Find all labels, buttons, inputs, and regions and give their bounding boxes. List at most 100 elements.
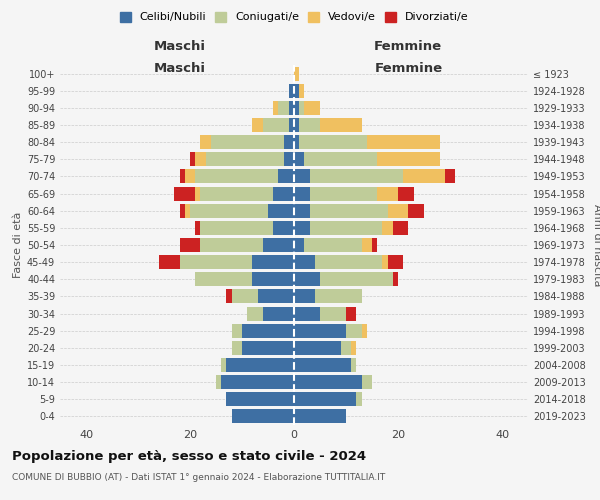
- Bar: [226, 392, 294, 406]
- Bar: [310, 221, 382, 235]
- Bar: [179, 170, 185, 183]
- Bar: [294, 306, 320, 320]
- Bar: [226, 358, 294, 372]
- Bar: [341, 341, 351, 355]
- Bar: [320, 272, 393, 286]
- Bar: [206, 152, 284, 166]
- Bar: [185, 170, 195, 183]
- Bar: [263, 238, 294, 252]
- Bar: [294, 221, 310, 235]
- Bar: [294, 341, 341, 355]
- Bar: [289, 84, 294, 98]
- Bar: [299, 135, 367, 149]
- Bar: [382, 255, 388, 269]
- Bar: [304, 152, 377, 166]
- Y-axis label: Fasce di età: Fasce di età: [13, 212, 23, 278]
- Text: Maschi: Maschi: [154, 62, 206, 74]
- Bar: [211, 135, 284, 149]
- Legend: Celibi/Nubili, Coniugati/e, Vedovi/e, Divorziati/e: Celibi/Nubili, Coniugati/e, Vedovi/e, Di…: [118, 10, 470, 24]
- Bar: [221, 375, 294, 389]
- Bar: [377, 186, 398, 200]
- Bar: [273, 186, 294, 200]
- Bar: [190, 152, 195, 166]
- Bar: [232, 290, 257, 304]
- Bar: [253, 272, 294, 286]
- Bar: [294, 358, 351, 372]
- Bar: [294, 101, 299, 115]
- Bar: [382, 221, 393, 235]
- Bar: [362, 375, 372, 389]
- Bar: [294, 410, 346, 424]
- Bar: [232, 324, 242, 338]
- Bar: [294, 84, 299, 98]
- Bar: [232, 341, 242, 355]
- Bar: [299, 84, 304, 98]
- Bar: [179, 255, 253, 269]
- Bar: [185, 204, 190, 218]
- Bar: [409, 204, 424, 218]
- Bar: [315, 255, 382, 269]
- Bar: [278, 101, 289, 115]
- Bar: [179, 238, 200, 252]
- Bar: [200, 221, 273, 235]
- Bar: [263, 306, 294, 320]
- Bar: [294, 204, 310, 218]
- Bar: [242, 324, 294, 338]
- Bar: [294, 392, 356, 406]
- Bar: [221, 358, 226, 372]
- Bar: [294, 375, 362, 389]
- Bar: [346, 324, 362, 338]
- Bar: [393, 221, 409, 235]
- Bar: [273, 221, 294, 235]
- Bar: [284, 135, 294, 149]
- Bar: [299, 101, 304, 115]
- Bar: [226, 290, 232, 304]
- Bar: [294, 272, 320, 286]
- Bar: [362, 324, 367, 338]
- Bar: [195, 221, 200, 235]
- Bar: [367, 135, 440, 149]
- Bar: [195, 152, 206, 166]
- Bar: [278, 170, 294, 183]
- Bar: [175, 186, 195, 200]
- Bar: [263, 118, 289, 132]
- Bar: [388, 255, 403, 269]
- Bar: [310, 170, 403, 183]
- Bar: [200, 135, 211, 149]
- Bar: [195, 272, 253, 286]
- Bar: [294, 66, 299, 80]
- Bar: [294, 255, 315, 269]
- Bar: [320, 118, 362, 132]
- Bar: [304, 238, 362, 252]
- Bar: [289, 101, 294, 115]
- Bar: [242, 341, 294, 355]
- Bar: [179, 204, 185, 218]
- Bar: [310, 204, 388, 218]
- Bar: [403, 170, 445, 183]
- Bar: [294, 170, 310, 183]
- Bar: [377, 152, 440, 166]
- Bar: [190, 204, 268, 218]
- Bar: [320, 306, 346, 320]
- Bar: [200, 238, 263, 252]
- Bar: [253, 255, 294, 269]
- Bar: [195, 170, 278, 183]
- Text: COMUNE DI BUBBIO (AT) - Dati ISTAT 1° gennaio 2024 - Elaborazione TUTTITALIA.IT: COMUNE DI BUBBIO (AT) - Dati ISTAT 1° ge…: [12, 472, 385, 482]
- Bar: [200, 186, 273, 200]
- Bar: [268, 204, 294, 218]
- Bar: [351, 341, 356, 355]
- Bar: [216, 375, 221, 389]
- Bar: [362, 238, 372, 252]
- Bar: [445, 170, 455, 183]
- Bar: [315, 290, 362, 304]
- Bar: [294, 152, 304, 166]
- Bar: [289, 118, 294, 132]
- Bar: [294, 118, 299, 132]
- Bar: [398, 186, 413, 200]
- Bar: [195, 186, 200, 200]
- Bar: [351, 358, 356, 372]
- Bar: [247, 306, 263, 320]
- Bar: [159, 255, 179, 269]
- Bar: [310, 186, 377, 200]
- Bar: [304, 101, 320, 115]
